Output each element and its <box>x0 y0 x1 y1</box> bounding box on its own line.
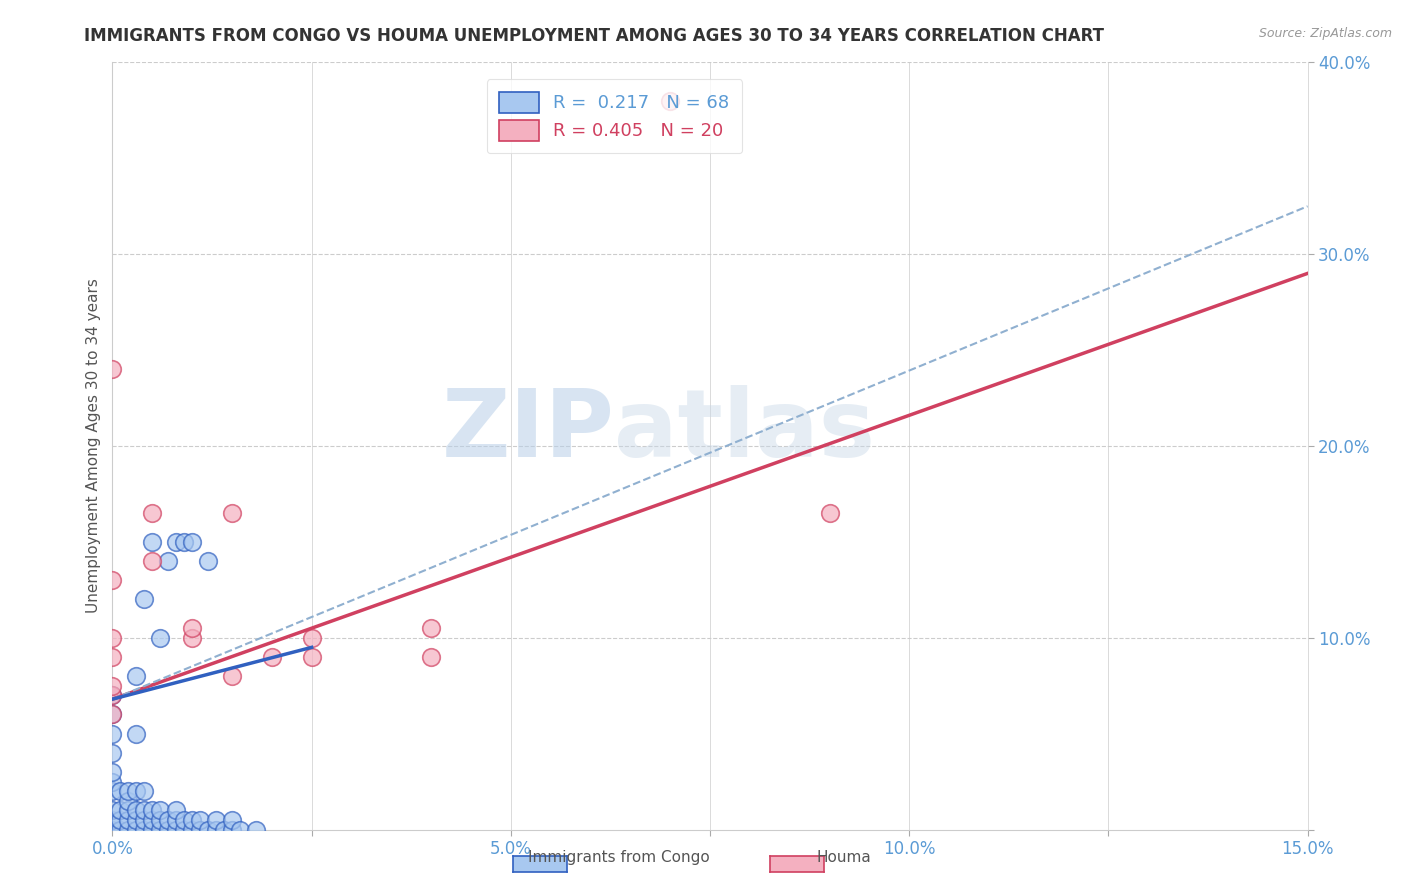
Point <box>101 804 124 818</box>
Y-axis label: Unemployment Among Ages 30 to 34 years: Unemployment Among Ages 30 to 34 years <box>86 278 101 614</box>
Point <box>101 765 124 780</box>
Legend: R =  0.217   N = 68, R = 0.405   N = 20: R = 0.217 N = 68, R = 0.405 N = 20 <box>486 79 742 153</box>
Point <box>221 822 243 837</box>
Point <box>149 822 172 837</box>
Point <box>181 822 204 837</box>
Point <box>101 707 124 722</box>
Point <box>101 689 124 703</box>
Point <box>134 822 156 837</box>
Point <box>101 689 124 703</box>
Point <box>157 822 180 837</box>
Point <box>101 679 124 693</box>
Point <box>181 621 204 635</box>
Point <box>101 784 124 798</box>
Point <box>221 669 243 683</box>
Point <box>134 804 156 818</box>
Point <box>173 813 195 827</box>
Point <box>141 822 163 837</box>
Point <box>110 804 132 818</box>
Point <box>165 535 187 549</box>
Point <box>110 822 132 837</box>
Point <box>260 649 283 664</box>
Point <box>125 669 148 683</box>
Point <box>188 813 211 827</box>
Point <box>134 592 156 607</box>
Point <box>197 822 219 837</box>
Point <box>117 813 139 827</box>
Point <box>165 804 187 818</box>
Point <box>141 813 163 827</box>
Text: ZIP: ZIP <box>441 384 614 476</box>
Point <box>221 506 243 520</box>
Point <box>229 822 252 837</box>
Point <box>165 822 187 837</box>
Point <box>157 813 180 827</box>
Point <box>134 813 156 827</box>
Point <box>101 813 124 827</box>
Point <box>659 94 682 108</box>
Point <box>117 794 139 808</box>
Point <box>101 746 124 760</box>
Point <box>181 535 204 549</box>
Point <box>117 804 139 818</box>
Point <box>221 813 243 827</box>
Point <box>110 784 132 798</box>
Point <box>420 621 443 635</box>
Point <box>149 804 172 818</box>
Point <box>181 631 204 645</box>
Point <box>125 813 148 827</box>
Text: atlas: atlas <box>614 384 876 476</box>
Point <box>818 506 841 520</box>
Point <box>301 649 323 664</box>
Point <box>205 813 228 827</box>
Point <box>212 822 235 837</box>
Point <box>101 574 124 588</box>
Point <box>101 649 124 664</box>
Point <box>125 804 148 818</box>
Point <box>197 554 219 568</box>
Point <box>101 774 124 789</box>
Point <box>125 822 148 837</box>
Point <box>117 822 139 837</box>
Point <box>173 535 195 549</box>
Point <box>188 822 211 837</box>
Point <box>301 631 323 645</box>
Text: Houma: Houma <box>817 850 870 865</box>
Point <box>181 813 204 827</box>
Text: Immigrants from Congo: Immigrants from Congo <box>527 850 710 865</box>
Point <box>125 726 148 740</box>
Text: IMMIGRANTS FROM CONGO VS HOUMA UNEMPLOYMENT AMONG AGES 30 TO 34 YEARS CORRELATIO: IMMIGRANTS FROM CONGO VS HOUMA UNEMPLOYM… <box>84 27 1104 45</box>
Point <box>205 822 228 837</box>
Point <box>141 554 163 568</box>
Point <box>157 554 180 568</box>
Text: Source: ZipAtlas.com: Source: ZipAtlas.com <box>1258 27 1392 40</box>
Point <box>141 535 163 549</box>
Point <box>149 631 172 645</box>
Point <box>125 784 148 798</box>
Point <box>101 726 124 740</box>
Point <box>165 813 187 827</box>
Point <box>110 813 132 827</box>
Point <box>141 804 163 818</box>
Point <box>134 784 156 798</box>
Point <box>101 362 124 376</box>
Point <box>141 506 163 520</box>
Point <box>101 707 124 722</box>
Point <box>149 813 172 827</box>
Point <box>117 784 139 798</box>
Point <box>173 822 195 837</box>
Point <box>245 822 267 837</box>
Point <box>101 822 124 837</box>
Point <box>101 631 124 645</box>
Point <box>420 649 443 664</box>
